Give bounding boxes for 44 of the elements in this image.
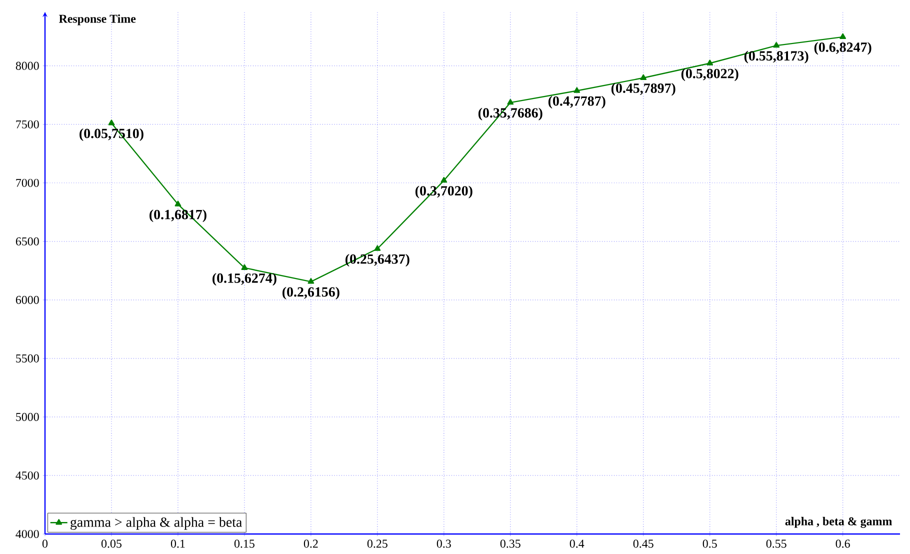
- point: [507, 98, 514, 105]
- x-tick-label: 0.1: [170, 540, 185, 548]
- y-tick-label: 5500: [16, 354, 39, 362]
- x-tick-label: 0.45: [633, 540, 654, 548]
- point: [706, 60, 714, 66]
- data-label: (0.4,7787): [548, 96, 606, 109]
- x-tick-label: 0.35: [500, 540, 520, 548]
- data-label: (0.6,8247): [814, 42, 872, 55]
- x-axis-title: alpha , beta & gamm: [785, 516, 892, 528]
- data-label: (0.15,6274): [212, 273, 276, 286]
- x-tick-label: 0.4: [570, 540, 584, 548]
- point: [773, 42, 780, 48]
- y-tick-label: 8000: [16, 62, 39, 70]
- data-label: (0.55,8173): [744, 50, 808, 64]
- data-label: (0.45,7897): [611, 83, 676, 96]
- x-tick-label: 0.2: [304, 540, 318, 548]
- y-tick-label: 7500: [16, 120, 39, 128]
- point: [174, 200, 182, 206]
- legend-label: gamma > alpha & alpha = beta: [70, 517, 242, 530]
- point: [840, 33, 846, 40]
- y-tick-label: 4000: [16, 530, 39, 538]
- x-tick-label: 0.05: [101, 540, 122, 548]
- point: [308, 278, 314, 284]
- x-tick-label: 0.3: [436, 540, 451, 548]
- x-tick-label: 0.55: [766, 540, 786, 548]
- y-tick-label: 5000: [16, 412, 39, 421]
- x-tick-label: 0.5: [702, 540, 717, 548]
- x-tick-label: 0: [42, 540, 48, 548]
- data-label: (0.2,6156): [282, 286, 340, 300]
- x-tick-label: 0.15: [234, 540, 254, 548]
- data-label: (0.5,8022): [681, 68, 738, 82]
- point: [241, 264, 248, 270]
- x-tick-label: 0.6: [836, 540, 850, 548]
- point: [440, 176, 448, 183]
- point: [374, 245, 381, 251]
- point: [108, 120, 115, 126]
- y-tick-label: 6000: [16, 296, 39, 304]
- y-tick-label: 6500: [16, 237, 39, 246]
- x-tick-label: 0.25: [367, 540, 388, 548]
- y-tick-label: 7000: [16, 178, 39, 187]
- point: [640, 74, 647, 80]
- point: [574, 87, 580, 93]
- y-tick-label: 4500: [16, 471, 39, 480]
- y-axis-title: Response Time: [58, 14, 136, 26]
